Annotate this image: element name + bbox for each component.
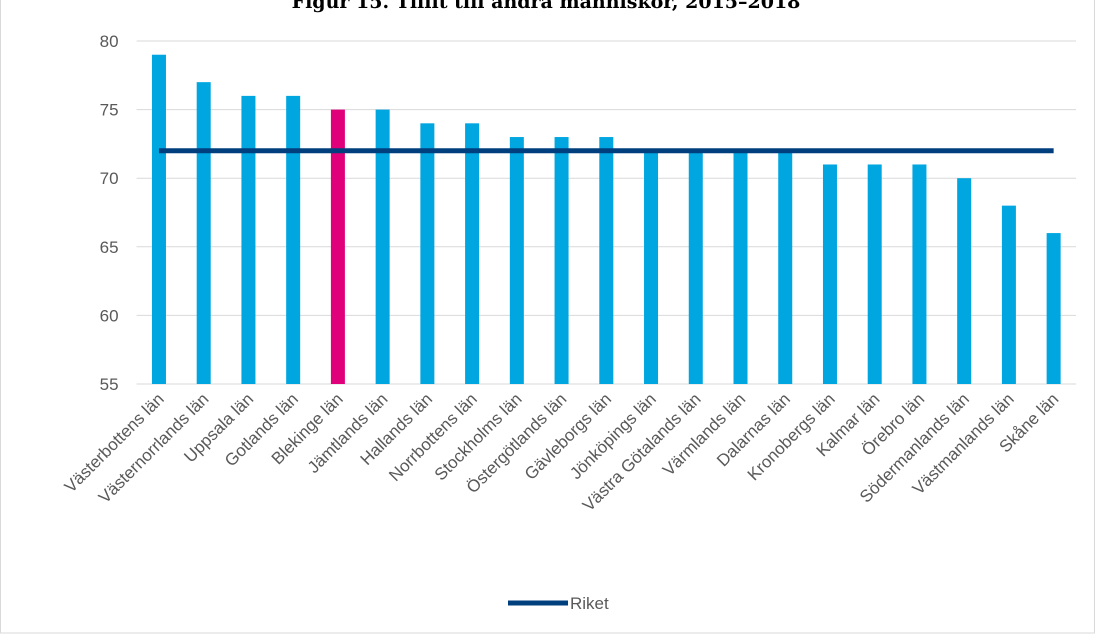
chart-title: Figur 15. Tillit till andra människor, 2… <box>292 0 801 13</box>
bar <box>554 137 569 384</box>
bar <box>912 164 927 384</box>
bar <box>330 109 345 384</box>
bar <box>778 150 793 384</box>
bar <box>286 95 301 384</box>
bar <box>375 109 390 384</box>
y-tick-label: 60 <box>100 306 119 325</box>
bar <box>465 123 480 384</box>
bar <box>196 82 211 384</box>
bar <box>1046 233 1061 384</box>
bar <box>644 150 659 384</box>
y-tick-label: 55 <box>100 375 119 394</box>
bar <box>420 123 435 384</box>
y-tick-label: 75 <box>100 101 119 120</box>
bar <box>957 178 972 384</box>
bar <box>688 150 703 384</box>
y-tick-label: 65 <box>100 238 119 257</box>
bar <box>509 137 524 384</box>
legend-label: Riket <box>570 594 609 613</box>
bar <box>599 137 614 384</box>
bar <box>867 164 882 384</box>
bar <box>733 150 748 384</box>
bar <box>1001 205 1016 384</box>
bar <box>151 54 166 384</box>
y-tick-label: 70 <box>100 169 119 188</box>
y-tick-label: 80 <box>100 32 119 51</box>
bar <box>822 164 837 384</box>
bar <box>241 95 256 384</box>
